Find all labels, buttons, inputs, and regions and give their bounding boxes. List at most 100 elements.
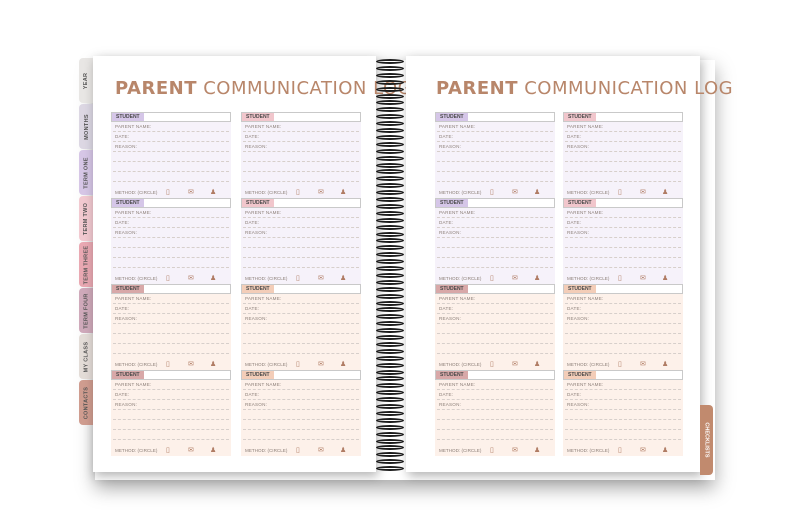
phone-icon[interactable]: ▯ bbox=[296, 275, 300, 282]
student-field[interactable]: STUDENT bbox=[563, 284, 683, 294]
page-title: PARENT COMMUNICATION LOG bbox=[115, 78, 413, 99]
student-field[interactable]: STUDENT bbox=[241, 198, 361, 208]
student-field[interactable]: STUDENT bbox=[111, 112, 231, 122]
writing-line bbox=[113, 409, 229, 410]
person-icon[interactable]: ♟ bbox=[340, 189, 347, 196]
date-label: DATE: bbox=[115, 134, 130, 139]
student-field[interactable]: STUDENT bbox=[435, 284, 555, 294]
entry-body[interactable]: PARENT NAME: DATE: REASON: METHOD: (CIRCLE)… bbox=[563, 294, 683, 370]
phone-icon[interactable]: ▯ bbox=[618, 189, 622, 196]
student-field[interactable]: STUDENT bbox=[241, 370, 361, 380]
spiral-ring bbox=[376, 79, 404, 85]
reason-label: REASON: bbox=[115, 144, 138, 149]
tab-my-class[interactable]: MY CLASS bbox=[79, 334, 94, 379]
entry-body[interactable]: PARENT NAME: DATE: REASON: METHOD: (CIRCLE)… bbox=[435, 122, 555, 198]
entry-body[interactable]: PARENT NAME: DATE: REASON: METHOD: (CIRCLE)… bbox=[241, 208, 361, 284]
student-field[interactable]: STUDENT bbox=[111, 284, 231, 294]
person-icon[interactable]: ♟ bbox=[534, 189, 541, 196]
spiral-ring bbox=[376, 155, 404, 161]
phone-icon[interactable]: ▯ bbox=[490, 189, 494, 196]
person-icon[interactable]: ♟ bbox=[210, 361, 217, 368]
email-icon[interactable]: ✉ bbox=[512, 361, 518, 368]
person-icon[interactable]: ♟ bbox=[534, 275, 541, 282]
phone-icon[interactable]: ▯ bbox=[618, 361, 622, 368]
phone-icon[interactable]: ▯ bbox=[296, 447, 300, 454]
entry-body[interactable]: PARENT NAME: DATE: REASON: METHOD: (CIRCLE)… bbox=[111, 122, 231, 198]
person-icon[interactable]: ♟ bbox=[662, 275, 669, 282]
student-field[interactable]: STUDENT bbox=[563, 112, 683, 122]
phone-icon[interactable]: ▯ bbox=[490, 447, 494, 454]
person-icon[interactable]: ♟ bbox=[662, 361, 669, 368]
email-icon[interactable]: ✉ bbox=[512, 189, 518, 196]
person-icon[interactable]: ♟ bbox=[210, 447, 217, 454]
entry-body[interactable]: PARENT NAME: DATE: REASON: METHOD: (CIRCLE)… bbox=[241, 294, 361, 370]
phone-icon[interactable]: ▯ bbox=[166, 361, 170, 368]
student-field[interactable]: STUDENT bbox=[563, 370, 683, 380]
student-field[interactable]: STUDENT bbox=[435, 198, 555, 208]
tab-term-one[interactable]: TERM ONE bbox=[79, 150, 94, 195]
entry-body[interactable]: PARENT NAME: DATE: REASON: METHOD: (CIRCLE)… bbox=[111, 380, 231, 456]
phone-icon[interactable]: ▯ bbox=[618, 447, 622, 454]
phone-icon[interactable]: ▯ bbox=[166, 189, 170, 196]
tab-term-two[interactable]: TERM TWO bbox=[79, 196, 94, 241]
entry-body[interactable]: PARENT NAME: DATE: REASON: METHOD: (CIRCLE)… bbox=[435, 380, 555, 456]
student-field[interactable]: STUDENT bbox=[241, 284, 361, 294]
email-icon[interactable]: ✉ bbox=[188, 361, 194, 368]
phone-icon[interactable]: ▯ bbox=[296, 189, 300, 196]
entry-body[interactable]: PARENT NAME: DATE: REASON: METHOD: (CIRCLE)… bbox=[111, 208, 231, 284]
phone-icon[interactable]: ▯ bbox=[296, 361, 300, 368]
entry-body[interactable]: PARENT NAME: DATE: REASON: METHOD: (CIRCLE)… bbox=[111, 294, 231, 370]
entry-body[interactable]: PARENT NAME: DATE: REASON: METHOD: (CIRCLE)… bbox=[241, 380, 361, 456]
phone-icon[interactable]: ▯ bbox=[166, 447, 170, 454]
student-field[interactable]: STUDENT bbox=[111, 198, 231, 208]
person-icon[interactable]: ♟ bbox=[662, 447, 669, 454]
tab-term-four[interactable]: TERM FOUR bbox=[79, 288, 94, 333]
person-icon[interactable]: ♟ bbox=[210, 275, 217, 282]
email-icon[interactable]: ✉ bbox=[318, 275, 324, 282]
phone-icon[interactable]: ▯ bbox=[490, 275, 494, 282]
person-icon[interactable]: ♟ bbox=[662, 189, 669, 196]
email-icon[interactable]: ✉ bbox=[512, 275, 518, 282]
spiral-ring bbox=[376, 335, 404, 340]
entry-body[interactable]: PARENT NAME: DATE: REASON: METHOD: (CIRCLE)… bbox=[563, 380, 683, 456]
email-icon[interactable]: ✉ bbox=[188, 275, 194, 282]
entry-body[interactable]: PARENT NAME: DATE: REASON: METHOD: (CIRCLE)… bbox=[563, 122, 683, 198]
email-icon[interactable]: ✉ bbox=[188, 189, 194, 196]
phone-icon[interactable]: ▯ bbox=[490, 361, 494, 368]
person-icon[interactable]: ♟ bbox=[534, 447, 541, 454]
student-field[interactable]: STUDENT bbox=[563, 198, 683, 208]
tab-checklists[interactable]: CHECKLISTS bbox=[700, 405, 713, 475]
tab-year[interactable]: YEAR bbox=[79, 58, 94, 103]
entry-body[interactable]: PARENT NAME: DATE: REASON: METHOD: (CIRCLE)… bbox=[241, 122, 361, 198]
entry-body[interactable]: PARENT NAME: DATE: REASON: METHOD: (CIRCLE)… bbox=[435, 208, 555, 284]
person-icon[interactable]: ♟ bbox=[340, 447, 347, 454]
email-icon[interactable]: ✉ bbox=[640, 189, 646, 196]
writing-line bbox=[437, 247, 553, 248]
student-field[interactable]: STUDENT bbox=[435, 112, 555, 122]
phone-icon[interactable]: ▯ bbox=[166, 275, 170, 282]
email-icon[interactable]: ✉ bbox=[640, 447, 646, 454]
phone-icon[interactable]: ▯ bbox=[618, 275, 622, 282]
tab-months[interactable]: MONTHS bbox=[79, 104, 94, 149]
person-icon[interactable]: ♟ bbox=[210, 189, 217, 196]
person-icon[interactable]: ♟ bbox=[340, 361, 347, 368]
person-icon[interactable]: ♟ bbox=[534, 361, 541, 368]
email-icon[interactable]: ✉ bbox=[512, 447, 518, 454]
writing-line bbox=[437, 131, 553, 132]
email-icon[interactable]: ✉ bbox=[318, 361, 324, 368]
student-field[interactable]: STUDENT bbox=[241, 112, 361, 122]
email-icon[interactable]: ✉ bbox=[318, 189, 324, 196]
entry-body[interactable]: PARENT NAME: DATE: REASON: METHOD: (CIRCLE)… bbox=[563, 208, 683, 284]
spiral-ring bbox=[376, 383, 404, 389]
tab-contacts[interactable]: CONTACTS bbox=[79, 380, 94, 425]
entry-body[interactable]: PARENT NAME: DATE: REASON: METHOD: (CIRCLE)… bbox=[435, 294, 555, 370]
student-field[interactable]: STUDENT bbox=[435, 370, 555, 380]
student-field[interactable]: STUDENT bbox=[111, 370, 231, 380]
email-icon[interactable]: ✉ bbox=[640, 275, 646, 282]
email-icon[interactable]: ✉ bbox=[640, 361, 646, 368]
person-icon[interactable]: ♟ bbox=[340, 275, 347, 282]
email-icon[interactable]: ✉ bbox=[318, 447, 324, 454]
email-icon[interactable]: ✉ bbox=[188, 447, 194, 454]
spiral-ring bbox=[376, 445, 404, 451]
tab-term-three[interactable]: TERM THREE bbox=[79, 242, 94, 287]
